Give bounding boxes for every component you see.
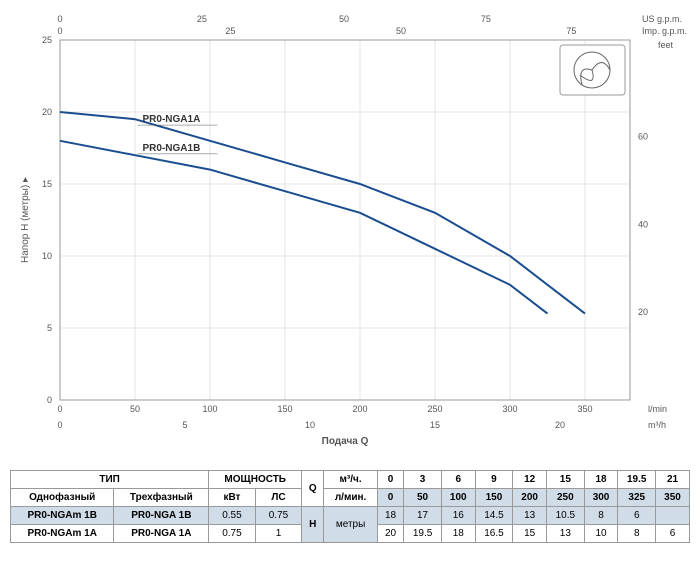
m3h-cell: 12 <box>513 471 547 489</box>
lmin-cell: 350 <box>656 489 690 507</box>
hdr-power: МОЩНОСТЬ <box>209 471 302 489</box>
hdr-kw: кВт <box>209 489 256 507</box>
lmin-cell: 300 <box>584 489 618 507</box>
h-cell: 18 <box>441 525 475 543</box>
svg-text:40: 40 <box>638 219 648 229</box>
h-cell: 6 <box>656 525 690 543</box>
hdr-lmin: л/мин. <box>324 489 377 507</box>
model-hp: 0.75 <box>255 507 302 525</box>
h-cell: 15 <box>513 525 547 543</box>
lmin-cell: 250 <box>547 489 585 507</box>
svg-text:Напор H (метры) ▸: Напор H (метры) ▸ <box>20 177 31 263</box>
h-cell: 20 <box>377 525 404 543</box>
model-kw: 0.75 <box>209 525 256 543</box>
hdr-single: Однофазный <box>11 489 114 507</box>
hdr-m3h: м³/ч. <box>324 471 377 489</box>
hdr-hp: ЛС <box>255 489 302 507</box>
hdr-metry: метры <box>324 507 377 543</box>
svg-text:15: 15 <box>430 420 440 430</box>
h-cell: 10 <box>584 525 618 543</box>
m3h-cell: 0 <box>377 471 404 489</box>
h-cell: 13 <box>513 507 547 525</box>
model-single: PR0-NGAm 1A <box>11 525 114 543</box>
svg-text:10: 10 <box>305 420 315 430</box>
svg-text:10: 10 <box>42 251 52 261</box>
svg-text:Подача Q: Подача Q <box>322 436 369 447</box>
model-hp: 1 <box>255 525 302 543</box>
model-single: PR0-NGAm 1B <box>11 507 114 525</box>
m3h-cell: 6 <box>441 471 475 489</box>
m3h-cell: 19.5 <box>618 471 656 489</box>
svg-text:25: 25 <box>225 26 235 36</box>
h-cell: 19.5 <box>404 525 442 543</box>
svg-text:20: 20 <box>42 107 52 117</box>
hdr-Q: Q <box>302 471 324 507</box>
h-cell: 16 <box>441 507 475 525</box>
svg-text:5: 5 <box>182 420 187 430</box>
m3h-cell: 15 <box>547 471 585 489</box>
h-cell: 18 <box>377 507 404 525</box>
lmin-cell: 100 <box>441 489 475 507</box>
svg-text:15: 15 <box>42 179 52 189</box>
svg-text:60: 60 <box>638 131 648 141</box>
svg-text:PR0-NGA1B: PR0-NGA1B <box>143 143 201 154</box>
svg-text:0: 0 <box>57 14 62 24</box>
m3h-cell: 3 <box>404 471 442 489</box>
svg-text:US g.p.m.: US g.p.m. <box>642 14 682 24</box>
svg-text:25: 25 <box>197 14 207 24</box>
m3h-cell: 9 <box>475 471 513 489</box>
pump-spec-table: ТИПМОЩНОСТЬQм³/ч.036912151819.521Однофаз… <box>10 470 690 543</box>
svg-text:0: 0 <box>57 26 62 36</box>
hdr-three: Трехфазный <box>114 489 209 507</box>
hdr-type: ТИП <box>11 471 209 489</box>
lmin-cell: 0 <box>377 489 404 507</box>
h-cell: 16.5 <box>475 525 513 543</box>
m3h-cell: 21 <box>656 471 690 489</box>
h-cell: 14.5 <box>475 507 513 525</box>
svg-text:0: 0 <box>47 395 52 405</box>
h-cell: 13 <box>547 525 585 543</box>
svg-text:0: 0 <box>57 404 62 414</box>
lmin-cell: 200 <box>513 489 547 507</box>
svg-text:m³/h: m³/h <box>648 420 666 430</box>
svg-text:50: 50 <box>130 404 140 414</box>
model-row: PR0-NGAm 1BPR0-NGA 1B0.550.75Hметры18171… <box>11 507 690 525</box>
h-cell <box>656 507 690 525</box>
lmin-cell: 325 <box>618 489 656 507</box>
svg-text:20: 20 <box>638 307 648 317</box>
svg-text:150: 150 <box>277 404 292 414</box>
svg-text:75: 75 <box>481 14 491 24</box>
svg-text:Imp. g.p.m.: Imp. g.p.m. <box>642 26 687 36</box>
lmin-cell: 150 <box>475 489 513 507</box>
h-cell: 17 <box>404 507 442 525</box>
svg-text:l/min: l/min <box>648 404 667 414</box>
model-kw: 0.55 <box>209 507 256 525</box>
svg-text:PR0-NGA1A: PR0-NGA1A <box>143 114 201 125</box>
svg-text:350: 350 <box>577 404 592 414</box>
svg-text:feet: feet <box>658 40 674 50</box>
lmin-cell: 50 <box>404 489 442 507</box>
m3h-cell: 18 <box>584 471 618 489</box>
svg-text:250: 250 <box>427 404 442 414</box>
svg-text:50: 50 <box>339 14 349 24</box>
h-cell: 10.5 <box>547 507 585 525</box>
svg-text:50: 50 <box>396 26 406 36</box>
h-cell: 8 <box>618 525 656 543</box>
svg-text:25: 25 <box>42 35 52 45</box>
svg-text:300: 300 <box>502 404 517 414</box>
svg-text:0: 0 <box>57 420 62 430</box>
hdr-H: H <box>302 507 324 543</box>
h-cell: 8 <box>584 507 618 525</box>
model-three: PR0-NGA 1B <box>114 507 209 525</box>
pump-performance-chart: 0501001502002503003500510152025051015200… <box>10 10 690 460</box>
svg-text:20: 20 <box>555 420 565 430</box>
spec-table: ТИПМОЩНОСТЬQм³/ч.036912151819.521Однофаз… <box>10 470 690 543</box>
svg-text:5: 5 <box>47 323 52 333</box>
model-three: PR0-NGA 1A <box>114 525 209 543</box>
h-cell: 6 <box>618 507 656 525</box>
svg-text:200: 200 <box>352 404 367 414</box>
svg-text:100: 100 <box>202 404 217 414</box>
svg-text:75: 75 <box>566 26 576 36</box>
